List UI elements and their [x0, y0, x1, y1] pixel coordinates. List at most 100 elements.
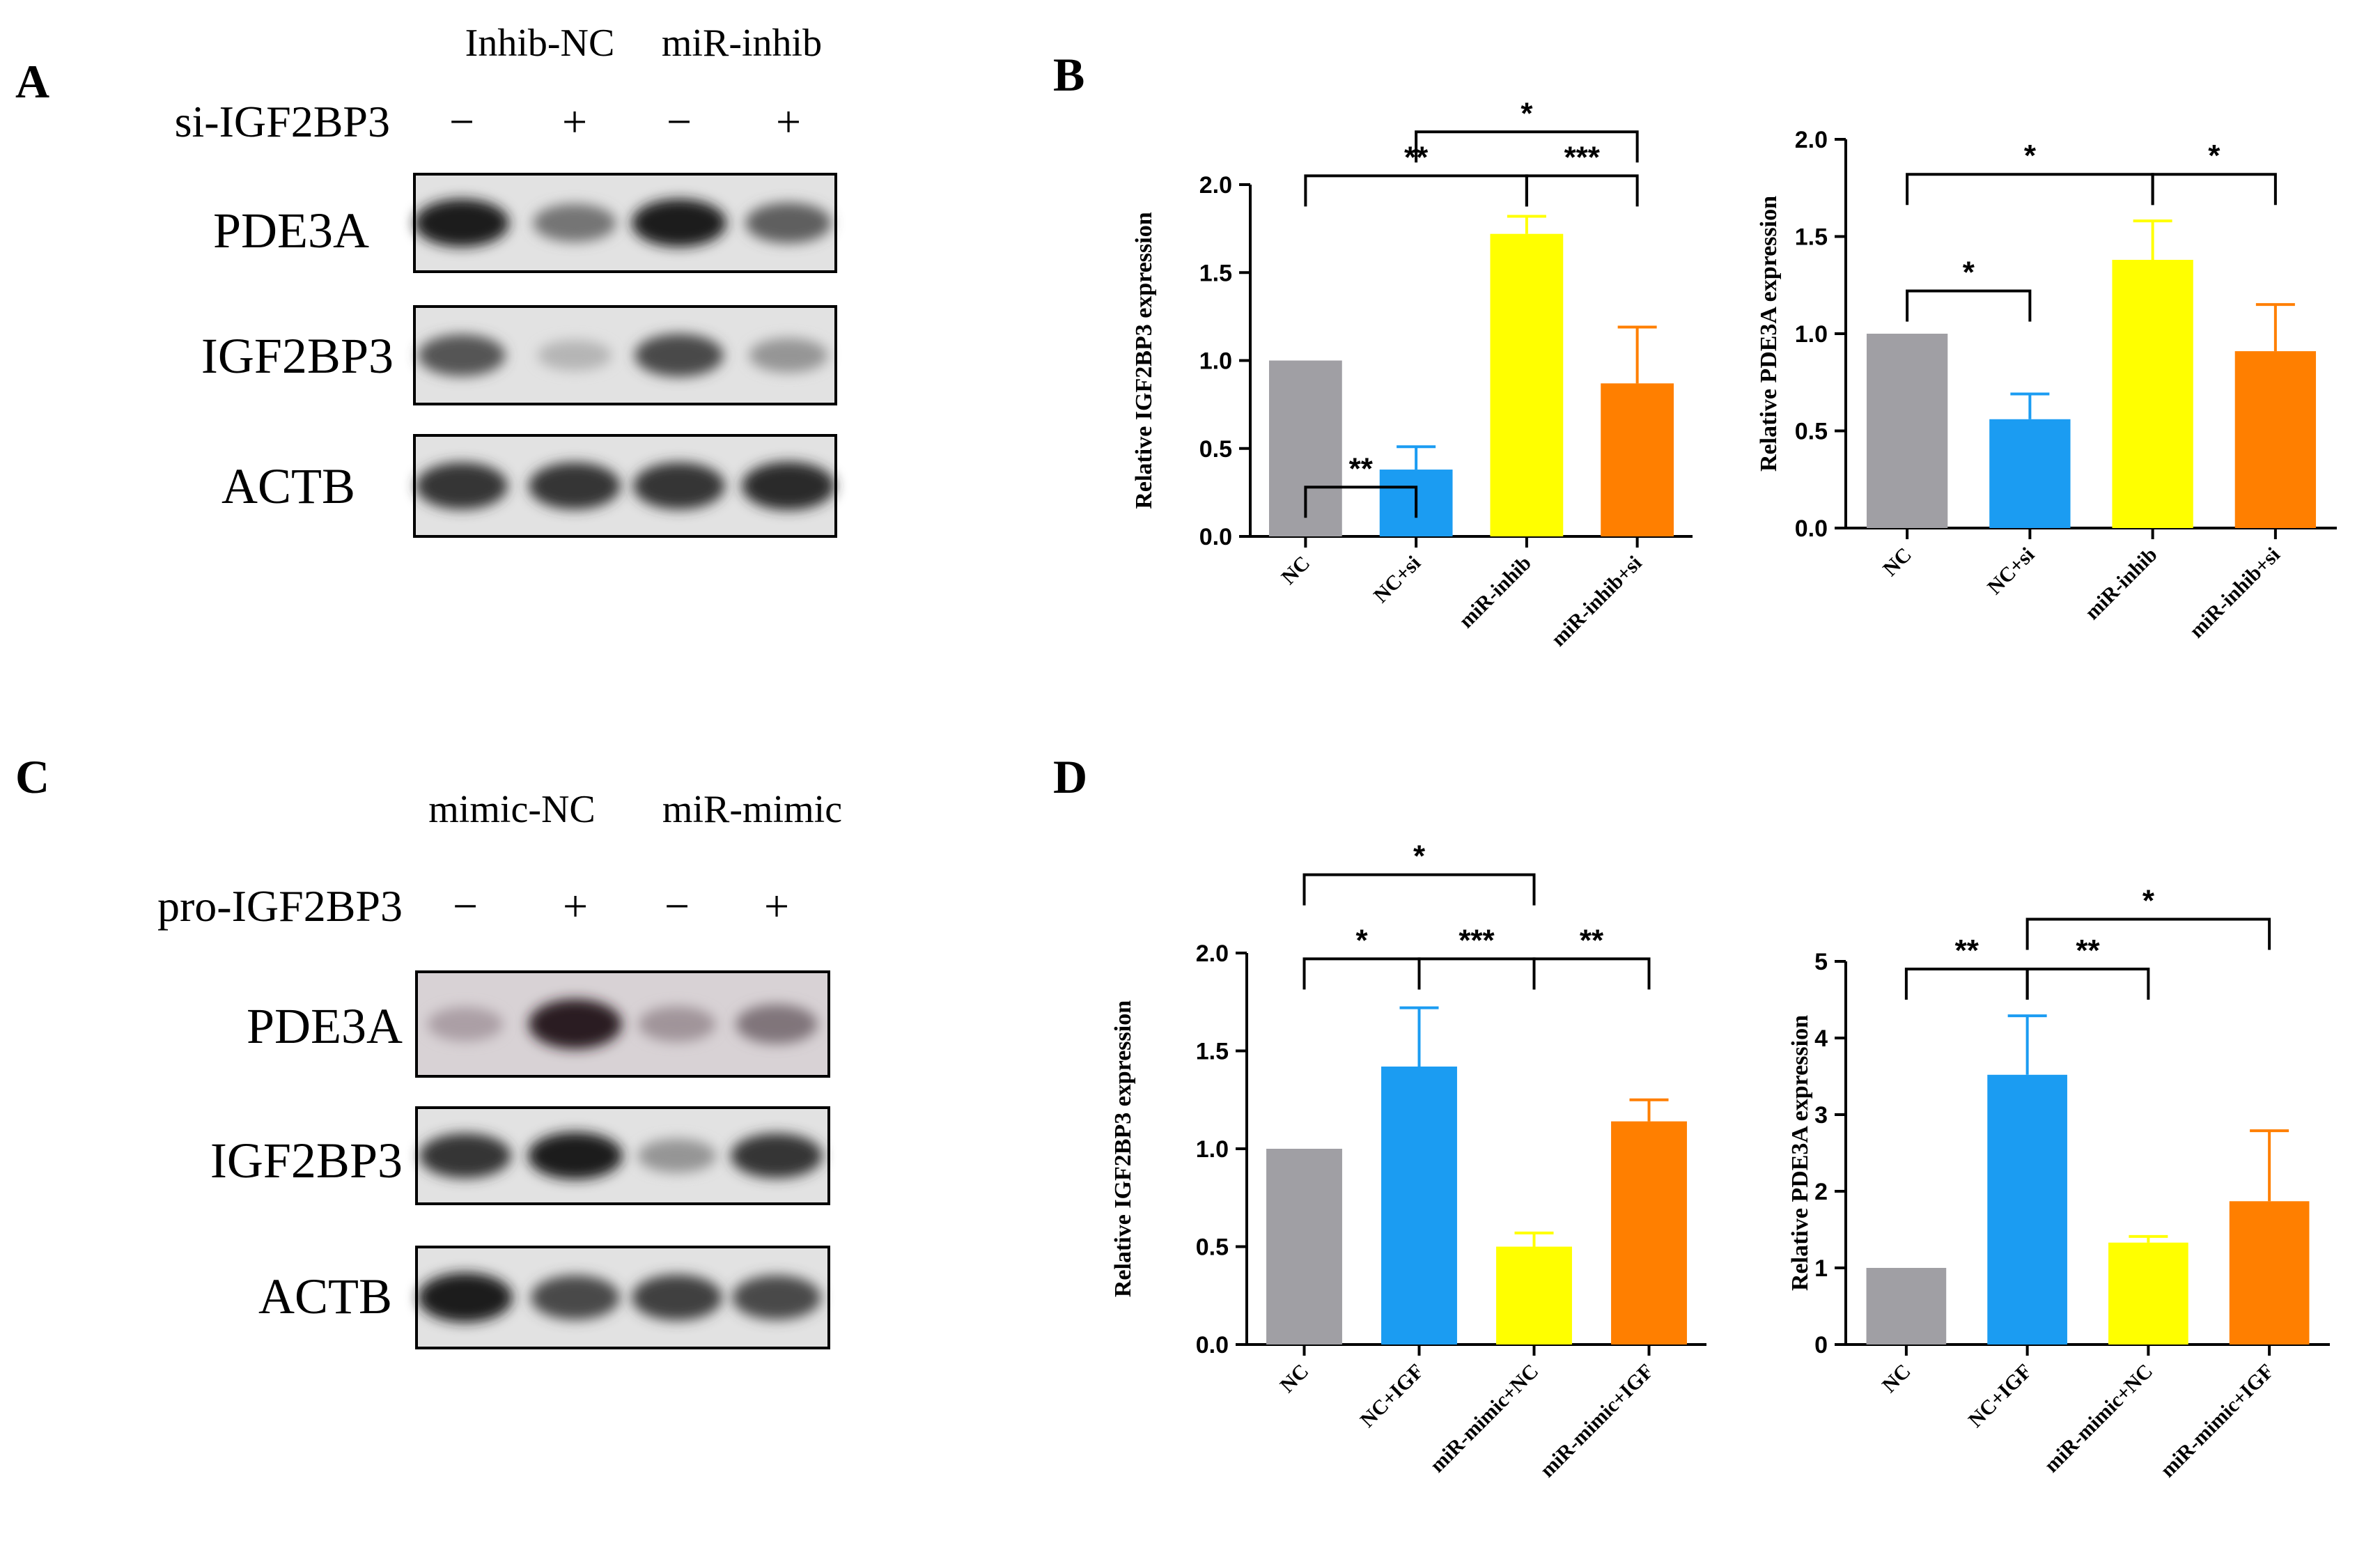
- y-tick-label-b2: 2.0: [1795, 127, 1828, 153]
- x-tick-label-d1-4: miR-mimic+IGF: [1536, 1360, 1658, 1482]
- significance-label-b2-3: *: [2208, 139, 2220, 173]
- y-axis-label-d1: Relative IGF2BP3 expression: [1110, 1000, 1136, 1297]
- significance-label-d2-2: **: [2076, 934, 2100, 968]
- y-tick-label-d2: 5: [1814, 949, 1828, 975]
- group-label-mir-mimic: miR-mimic: [662, 788, 842, 831]
- error-bar-b1-2: [1397, 445, 1436, 470]
- significance-label-b2-1: *: [1963, 256, 1975, 290]
- blot-band-c-2-4: [731, 1133, 823, 1179]
- bar-b2-1: [1866, 334, 1948, 528]
- blot-label-a-actb: ACTB: [221, 458, 355, 514]
- bar-d1-3: [1496, 1246, 1572, 1345]
- y-tick-label-d2: 2: [1814, 1179, 1828, 1205]
- significance-bracket-d1-2: ***: [1417, 923, 1536, 990]
- blot-band-a-1-2: [533, 203, 616, 242]
- sign-a-2: +: [562, 97, 587, 146]
- significance-label-d2-1: **: [1955, 934, 1980, 968]
- blot-band-c-2-1: [419, 1133, 511, 1179]
- y-tick-label-b2: 1.0: [1795, 321, 1828, 348]
- significance-bracket-b2-1: *: [1906, 256, 2032, 322]
- y-tick-label-d1: 1.5: [1196, 1039, 1229, 1065]
- group-label-inhib-nc: Inhib-NC: [465, 22, 615, 65]
- error-bar-d2-2: [2007, 1014, 2047, 1075]
- y-tick-label-d1: 2.0: [1196, 940, 1229, 967]
- bar-b2-3: [2112, 259, 2193, 528]
- y-tick-label-b1: 0.5: [1199, 436, 1232, 463]
- panel-letter-c: C: [15, 750, 49, 803]
- sign-c-2: +: [563, 881, 588, 931]
- blot-strip-c-3: [415, 1246, 830, 1349]
- significance-bracket-d1-4: *: [1302, 839, 1536, 906]
- y-tick-label-d2: 0: [1814, 1332, 1828, 1358]
- significance-bracket-b2-3: *: [2151, 139, 2277, 206]
- significance-bracket-b1-1: **: [1304, 451, 1418, 518]
- x-tick-label-d1-3: miR-mimic+NC: [1426, 1360, 1543, 1478]
- blot-strip-c-2: [415, 1106, 830, 1205]
- blot-band-c-1-3: [638, 1006, 716, 1042]
- error-bar-b1-4: [1617, 325, 1657, 384]
- x-tick-label-b1-2: NC+si: [1369, 552, 1425, 607]
- x-tick-label-b1-4: miR-inhib+si: [1547, 552, 1647, 651]
- x-tick-label-b1-3: miR-inhib: [1454, 552, 1535, 633]
- x-tick-label-d1-1: NC: [1275, 1360, 1313, 1397]
- y-tick-label-b2: 0.0: [1795, 516, 1828, 542]
- error-bar-b1-3: [1507, 215, 1546, 234]
- x-tick-label-b2-1: NC: [1879, 543, 1916, 581]
- x-tick-label-d2-3: miR-mimic+NC: [2040, 1360, 2158, 1478]
- y-axis-label-d2: Relative PDE3A expression: [1787, 1015, 1813, 1291]
- western-blots-a: [413, 173, 837, 538]
- error-bar-b2-2: [2010, 392, 2050, 419]
- significance-label-d1-1: *: [1355, 923, 1368, 957]
- y-axis-label-b1: Relative IGF2BP3 expression: [1131, 212, 1157, 509]
- bar-d2-2: [1987, 1074, 2067, 1345]
- y-tick-label-b2: 1.5: [1795, 224, 1828, 251]
- significance-label-d1-4: *: [1413, 839, 1426, 874]
- blot-band-a-1-4: [745, 202, 832, 244]
- error-bar-b2-3: [2133, 219, 2172, 260]
- blot-band-c-1-1: [427, 1007, 504, 1041]
- blot-band-a-2-4: [749, 338, 828, 373]
- blot-band-c-2-3: [637, 1138, 717, 1173]
- bar-b2-2: [1989, 419, 2071, 528]
- sign-c-1: −: [453, 881, 478, 931]
- blot-band-c-2-2: [528, 1132, 623, 1179]
- significance-label-d1-2: ***: [1459, 923, 1495, 957]
- chart-d-igf2bp3: 0.0 0.5 1.0 1.5 2.0 Relative IGF2BP3 expressi…: [1110, 839, 1706, 1482]
- bar-d2-3: [2108, 1242, 2188, 1345]
- sign-a-3: −: [667, 97, 692, 146]
- bar-d1-2: [1381, 1066, 1457, 1345]
- x-tick-label-d2-4: miR-mimic+IGF: [2156, 1360, 2278, 1482]
- bar-d2-4: [2229, 1201, 2310, 1345]
- blot-band-c-1-4: [736, 1004, 818, 1044]
- significance-bracket-d1-1: *: [1302, 923, 1421, 990]
- error-bar-d1-2: [1399, 1006, 1439, 1067]
- bar-d2-1: [1866, 1268, 1947, 1345]
- significance-bracket-b2-2: *: [1906, 139, 2154, 206]
- bar-d1-4: [1611, 1121, 1687, 1345]
- blot-band-a-2-2: [537, 339, 612, 371]
- x-tick-label-b2-4: miR-inhib+si: [2185, 543, 2285, 643]
- y-tick-label-b1: 1.0: [1199, 348, 1232, 375]
- sign-a-4: +: [776, 97, 801, 146]
- bar-b1-4: [1601, 383, 1674, 536]
- x-tick-label-d1-2: NC+IGF: [1356, 1360, 1429, 1432]
- significance-bracket-d2-2: **: [2025, 934, 2150, 1000]
- blot-band-c-1-2: [529, 999, 622, 1049]
- error-bar-d2-3: [2129, 1234, 2168, 1243]
- y-tick-label-b1: 2.0: [1199, 172, 1232, 199]
- error-bar-d2-4: [2250, 1129, 2289, 1202]
- x-tick-label-d2-1: NC: [1878, 1360, 1915, 1397]
- error-bar-d1-3: [1514, 1231, 1554, 1247]
- significance-label-b1-1: **: [1349, 451, 1374, 486]
- sign-c-3: −: [664, 881, 690, 931]
- blot-strip-a-2: [413, 305, 837, 405]
- significance-label-b1-4: *: [1520, 96, 1533, 130]
- blot-band-a-3-2: [529, 462, 621, 510]
- significance-label-d2-3: *: [2142, 884, 2155, 918]
- error-bar-b2-4: [2255, 303, 2295, 352]
- significance-bracket-b1-4: *: [1415, 96, 1639, 163]
- blot-band-a-2-1: [418, 334, 506, 376]
- x-tick-label-b2-2: NC+si: [1983, 543, 2039, 599]
- blot-strip-c-1: [415, 970, 830, 1078]
